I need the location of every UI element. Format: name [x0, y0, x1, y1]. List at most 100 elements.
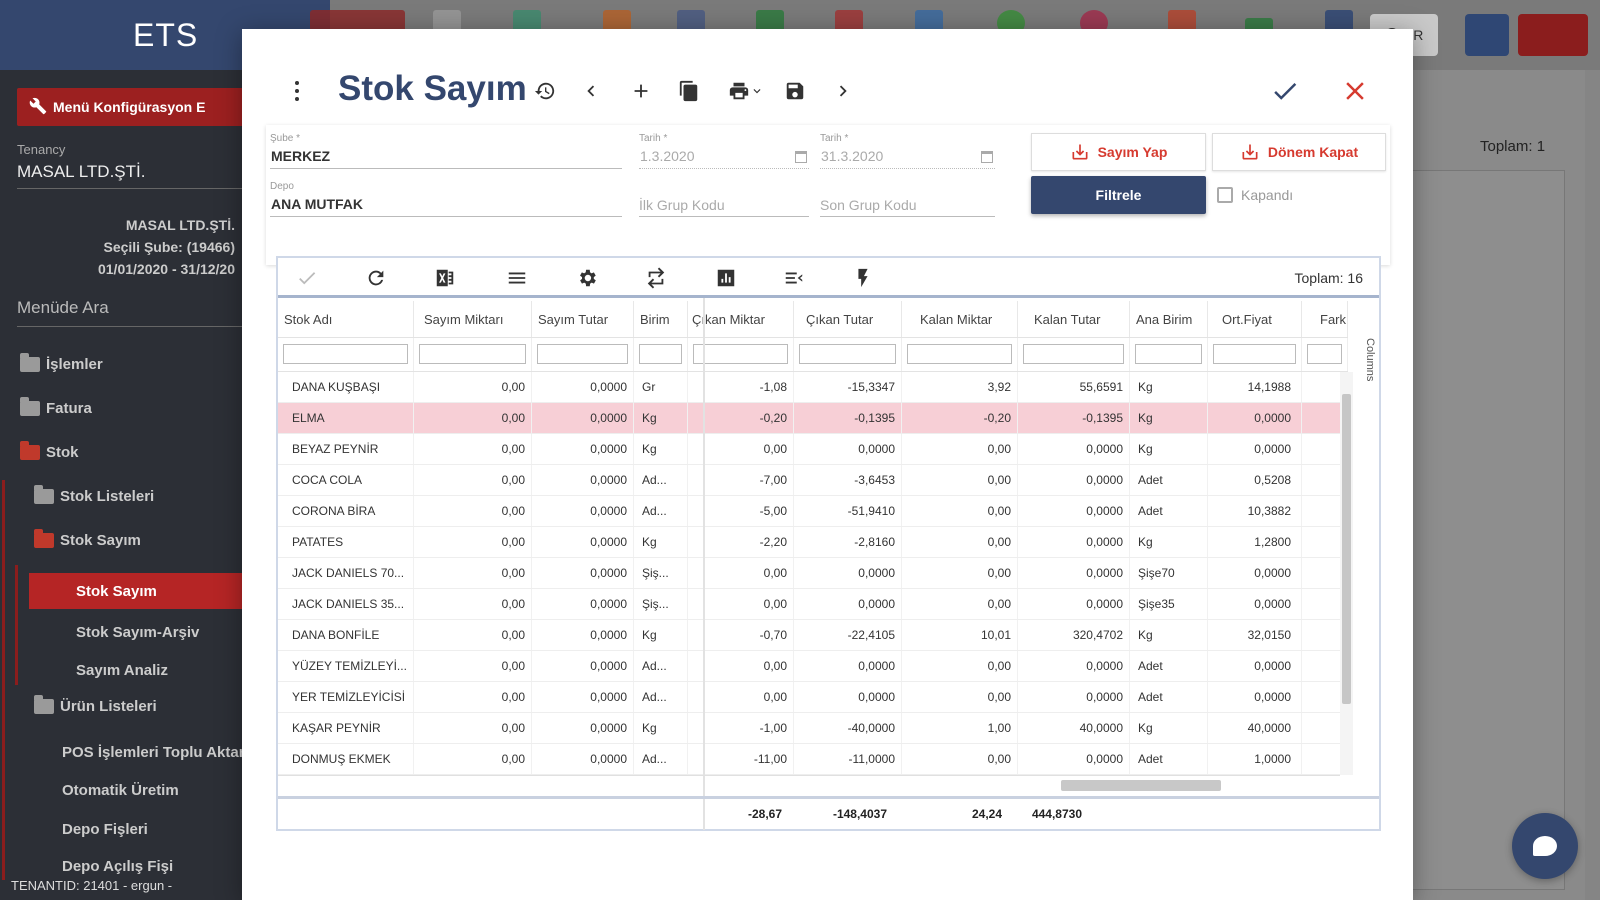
cell-cikan-miktar[interactable]: -5,00 [688, 496, 794, 526]
cell-ort-fiyat[interactable]: 0,0000 [1208, 651, 1302, 681]
cell-ort-fiyat[interactable]: 0,0000 [1208, 403, 1302, 433]
sidebar-item-stok-sayim[interactable]: Stok Sayım [34, 529, 141, 549]
cell-birim[interactable]: Ad... [634, 496, 688, 526]
cell-sayim-tutar[interactable]: 0,0000 [532, 372, 634, 402]
column-header-kalan-miktar[interactable]: Kalan Miktar [902, 301, 1018, 337]
menu-search-input[interactable]: Menüde Ara [17, 298, 242, 327]
next-icon[interactable] [830, 78, 856, 104]
cell-kalan-miktar[interactable]: 0,00 [902, 744, 1018, 774]
cell-sayim-miktari[interactable]: 0,00 [414, 434, 532, 464]
cell-cikan-miktar[interactable]: -7,00 [688, 465, 794, 495]
cell-sayim-miktari[interactable]: 0,00 [414, 465, 532, 495]
son-grup-kodu-placeholder[interactable]: Son Grup Kodu [820, 193, 995, 217]
cell-cikan-tutar[interactable]: 0,0000 [794, 434, 902, 464]
cell-cikan-tutar[interactable]: 0,0000 [794, 651, 902, 681]
cell-kalan-miktar[interactable]: 0,00 [902, 558, 1018, 588]
cell-sayim-tutar[interactable]: 0,0000 [532, 620, 634, 650]
vertical-scrollbar[interactable] [1340, 372, 1353, 775]
menu-lines-icon[interactable] [504, 266, 530, 290]
table-row[interactable]: DANA BONFİLE 0,00 0,0000 Kg -0,70 -22,4105 10,… [278, 620, 1340, 651]
cell-sayim-miktari[interactable]: 0,00 [414, 372, 532, 402]
column-header-kalan-tutar[interactable]: Kalan Tutar [1018, 301, 1130, 337]
donem-kapat-button[interactable]: Dönem Kapat [1212, 133, 1386, 171]
cell-cikan-tutar[interactable]: 0,0000 [794, 589, 902, 619]
cell-sayim-tutar[interactable]: 0,0000 [532, 682, 634, 712]
cell-cikan-miktar[interactable]: 0,00 [688, 651, 794, 681]
cell-birim[interactable]: Ad... [634, 744, 688, 774]
cell-sayim-miktari[interactable]: 0,00 [414, 620, 532, 650]
cell-sayim-tutar[interactable]: 0,0000 [532, 527, 634, 557]
cell-stok-adi[interactable]: ELMA [278, 403, 414, 433]
approve-check-icon[interactable] [294, 266, 320, 290]
cell-kalan-tutar[interactable]: 320,4702 [1018, 620, 1130, 650]
cell-sayim-miktari[interactable]: 0,00 [414, 403, 532, 433]
table-row[interactable]: PATATES 0,00 0,0000 Kg -2,20 -2,8160 0,00 0,000… [278, 527, 1340, 558]
cell-kalan-tutar[interactable]: 0,0000 [1018, 744, 1130, 774]
cell-stok-adi[interactable]: KAŞAR PEYNİR [278, 713, 414, 743]
cell-ort-fiyat[interactable]: 32,0150 [1208, 620, 1302, 650]
column-header-fark[interactable]: Fark [1302, 301, 1348, 337]
cell-kalan-tutar[interactable]: 0,0000 [1018, 434, 1130, 464]
cell-cikan-miktar[interactable]: -11,00 [688, 744, 794, 774]
tarih-end-value[interactable]: 31.3.2020 [820, 145, 995, 169]
column-header-ort-fiyat[interactable]: Ort.Fiyat [1208, 301, 1302, 337]
cell-ort-fiyat[interactable]: 0,0000 [1208, 558, 1302, 588]
cell-ana-birim[interactable]: Kg [1130, 403, 1208, 433]
filter-kalan-tutar-input[interactable] [1023, 344, 1124, 364]
previous-icon[interactable] [578, 78, 604, 104]
print-icon[interactable] [724, 78, 768, 104]
cash-register-button[interactable] [1465, 14, 1509, 56]
sidebar-item-stok-sayim-arsiv[interactable]: Stok Sayım-Arşiv [76, 624, 200, 641]
excel-export-icon[interactable] [432, 266, 458, 290]
cell-sayim-tutar[interactable]: 0,0000 [532, 496, 634, 526]
cell-cikan-tutar[interactable]: -15,3347 [794, 372, 902, 402]
sidebar-item-islemler[interactable]: İşlemler [20, 353, 103, 373]
cell-birim[interactable]: Kg [634, 403, 688, 433]
cell-cikan-miktar[interactable]: -1,00 [688, 713, 794, 743]
filter-ana-birim-input[interactable] [1135, 344, 1202, 364]
cell-birim[interactable]: Kg [634, 713, 688, 743]
column-header-cikan-miktar[interactable]: Çıkan Miktar [688, 301, 794, 337]
cell-kalan-miktar[interactable]: 1,00 [902, 713, 1018, 743]
cell-ort-fiyat[interactable]: 0,0000 [1208, 589, 1302, 619]
calendar-icon[interactable] [981, 151, 993, 163]
sube-field[interactable]: Şube * MERKEZ [270, 133, 622, 169]
table-row[interactable]: DANA KUŞBAŞI 0,00 0,0000 Gr -1,08 -15,3347 3,9… [278, 372, 1340, 403]
cell-sayim-miktari[interactable]: 0,00 [414, 589, 532, 619]
column-header-birim[interactable]: Birim [634, 301, 688, 337]
cell-sayim-miktari[interactable]: 0,00 [414, 682, 532, 712]
cell-sayim-miktari[interactable]: 0,00 [414, 651, 532, 681]
kapandi-checkbox[interactable]: Kapandı [1217, 187, 1293, 203]
cell-sayim-tutar[interactable]: 0,0000 [532, 744, 634, 774]
cell-ort-fiyat[interactable]: 14,1988 [1208, 372, 1302, 402]
cell-cikan-miktar[interactable]: 0,00 [688, 434, 794, 464]
cell-stok-adi[interactable]: DANA KUŞBAŞI [278, 372, 414, 402]
cell-stok-adi[interactable]: PATATES [278, 527, 414, 557]
table-row[interactable]: JACK DANIELS 70... 0,00 0,0000 Şiş... 0,00 0,… [278, 558, 1340, 589]
filter-sayim-miktari-input[interactable] [419, 344, 526, 364]
cell-kalan-miktar[interactable]: 10,01 [902, 620, 1018, 650]
cell-ana-birim[interactable]: Kg [1130, 434, 1208, 464]
cell-cikan-miktar[interactable]: -2,20 [688, 527, 794, 557]
sidebar-item-stok-sayim-active[interactable]: Stok Sayım [29, 573, 244, 609]
cell-ana-birim[interactable]: Şişe70 [1130, 558, 1208, 588]
sayim-yap-button[interactable]: Sayım Yap [1031, 133, 1206, 171]
cell-cikan-tutar[interactable]: -51,9410 [794, 496, 902, 526]
ilk-grup-kodu-input[interactable]: İlk Grup Kodu [639, 193, 809, 217]
cell-cikan-tutar[interactable]: -3,6453 [794, 465, 902, 495]
cell-kalan-tutar[interactable]: -0,1395 [1018, 403, 1130, 433]
list-collapse-icon[interactable] [781, 266, 807, 290]
cell-birim[interactable]: Ad... [634, 465, 688, 495]
son-grup-kodu-input[interactable]: Son Grup Kodu [820, 193, 995, 217]
filter-cikan-miktar-input[interactable] [693, 344, 788, 364]
cell-ort-fiyat[interactable]: 1,2800 [1208, 527, 1302, 557]
cell-kalan-tutar[interactable]: 55,6591 [1018, 372, 1130, 402]
cell-cikan-miktar[interactable]: -0,70 [688, 620, 794, 650]
page-scrollbar[interactable] [1585, 70, 1600, 900]
cell-kalan-tutar[interactable]: 0,0000 [1018, 558, 1130, 588]
cell-birim[interactable]: Ad... [634, 651, 688, 681]
cell-cikan-tutar[interactable]: -2,8160 [794, 527, 902, 557]
cell-cikan-tutar[interactable]: -0,1395 [794, 403, 902, 433]
cell-birim[interactable]: Ad... [634, 682, 688, 712]
cell-cikan-miktar[interactable]: 0,00 [688, 682, 794, 712]
